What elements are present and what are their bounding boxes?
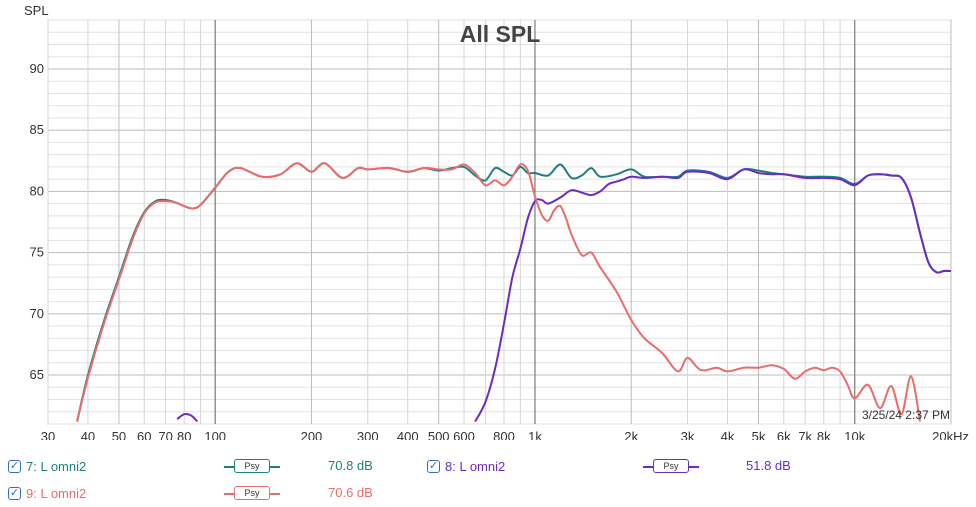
chart-series: [76, 162, 951, 423]
checkbox-8[interactable]: ✓: [427, 459, 440, 473]
x-tick-label: 300: [357, 429, 379, 440]
checkbox-9[interactable]: ✓: [8, 486, 21, 500]
x-tick-label: 4k: [721, 429, 735, 440]
x-tick-label: 80: [177, 429, 191, 440]
x-tick-label: 800: [493, 429, 515, 440]
psy-box-7: Psy: [234, 459, 270, 473]
x-tick-label: 600: [453, 429, 475, 440]
legend-entry-8[interactable]: ✓ 8: L omni2: [427, 456, 505, 476]
x-tick-label: 60: [137, 429, 151, 440]
legend-label-9: 9: L omni2: [26, 485, 87, 501]
x-tick-label: 100: [204, 429, 226, 440]
legend-label-8: 8: L omni2: [445, 458, 506, 474]
level-7: 70.8 dB: [328, 458, 373, 473]
x-tick-label: 10k: [844, 429, 865, 440]
y-tick-label: 65: [30, 367, 44, 382]
x-tick-label: 20kHz: [932, 429, 969, 440]
psy-swatch-9[interactable]: Psy: [224, 486, 280, 500]
chart-grid: [47, 19, 952, 425]
legend-entry-7[interactable]: ✓ 7: L omni2: [8, 456, 86, 476]
x-tick-label: 7k: [798, 429, 812, 440]
level-9: 70.6 dB: [328, 485, 373, 500]
legend-label-7: 7: L omni2: [26, 458, 87, 474]
checkbox-7[interactable]: ✓: [8, 459, 21, 473]
y-tick-label: 80: [30, 183, 44, 198]
x-tick-label: 8k: [817, 429, 831, 440]
series-line-8-l-omni2: [474, 168, 951, 423]
y-tick-label: 85: [30, 122, 44, 137]
x-tick-label: 50: [112, 429, 126, 440]
psy-box-9: Psy: [234, 486, 270, 500]
x-tick-label: 1k: [528, 429, 542, 440]
y-tick-label: 75: [30, 245, 44, 260]
x-tick-label: 70: [158, 429, 172, 440]
plot-area: [47, 19, 952, 425]
chart-title: All SPL: [460, 21, 541, 47]
psy-swatch-7[interactable]: Psy: [224, 459, 280, 473]
x-tick-label: 500: [428, 429, 450, 440]
timestamp: 3/25/24 2:37 PM: [862, 408, 950, 422]
x-tick-label: 30: [41, 429, 55, 440]
y-axis-label: SPL: [24, 3, 49, 18]
y-tick-label: 70: [30, 306, 44, 321]
x-tick-label: 3k: [681, 429, 695, 440]
x-tick-label: 200: [301, 429, 323, 440]
series-line-9-l-omni2: [76, 162, 921, 422]
x-tick-label: 5k: [752, 429, 766, 440]
psy-box-8: Psy: [653, 459, 689, 473]
spl-chart: SPL All SPL 3/25/24 2:37 PM 65 70 75 80 85 90…: [24, 3, 969, 440]
legend-entry-9[interactable]: ✓ 9: L omni2: [8, 483, 86, 503]
series-line-8-l-omni2-low-: [176, 412, 199, 423]
x-tick-label: 400: [397, 429, 419, 440]
y-tick-label: 90: [30, 61, 44, 76]
x-tick-label: 6k: [777, 429, 791, 440]
x-tick-label: 2k: [624, 429, 638, 440]
x-tick-label: 40: [81, 429, 95, 440]
level-8: 51.8 dB: [746, 458, 791, 473]
psy-swatch-8[interactable]: Psy: [643, 459, 699, 473]
